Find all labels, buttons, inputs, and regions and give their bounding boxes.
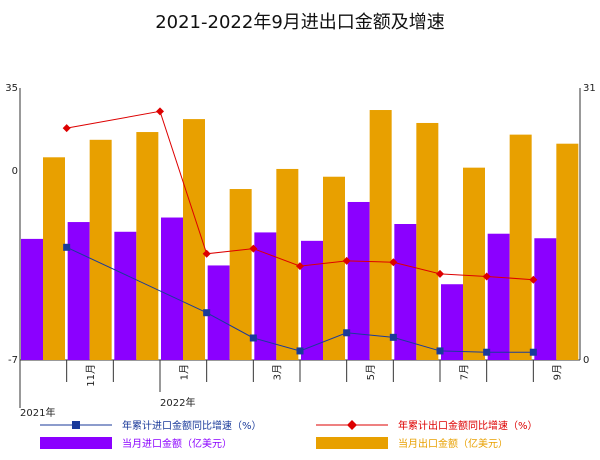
export-bar (556, 143, 579, 360)
export-bar (416, 122, 439, 360)
x-month-tick-label: 5月 (365, 364, 377, 380)
import-bar (21, 238, 43, 360)
left-tick-label: 35 (5, 83, 18, 94)
export-growth-marker (529, 275, 538, 284)
export-growth-marker (156, 107, 164, 116)
export-bar (509, 134, 532, 360)
import-growth-marker (483, 348, 491, 356)
legend-import-bar-label: 当月进口金额（亿美元） (122, 437, 232, 450)
import-growth-marker (436, 347, 444, 355)
export-growth-marker (436, 269, 444, 278)
x-month-tick-label: 1月 (178, 364, 190, 380)
import-growth-marker (63, 243, 71, 251)
x-month-tick-label: 7月 (458, 364, 470, 380)
export-growth-marker (296, 262, 304, 271)
legend-export-growth-label: 年累计出口金额同比增速（%） (398, 419, 538, 432)
export-bar (463, 167, 485, 360)
legend-import-growth-label: 年累计进口金额同比增速（%） (122, 419, 262, 432)
x-month-tick-label: 3月 (272, 364, 284, 380)
export-growth-marker (482, 272, 491, 281)
export-growth-marker (389, 258, 398, 267)
legend: 年累计进口金额同比增速（%） 年累计出口金额同比增速（%） 当月进口金额（亿美元… (40, 419, 538, 450)
import-bar (534, 238, 557, 360)
export-bar (276, 168, 299, 360)
import-bar (487, 233, 510, 360)
import-growth-marker (203, 309, 211, 317)
legend-square-marker-icon (72, 421, 80, 429)
import-bar (347, 201, 370, 360)
legend-diamond-marker-icon (347, 420, 357, 430)
export-bar (369, 110, 392, 361)
import-bar (207, 265, 230, 360)
legend-import-bar-swatch (40, 437, 112, 449)
export-bar (323, 176, 345, 360)
import-growth-marker (343, 329, 351, 337)
import-bar (394, 224, 417, 360)
right-tick-label: 0 (583, 355, 589, 366)
import-bar (441, 284, 463, 360)
chart-title: 2021-2022年9月进出口金额及增速 (155, 12, 445, 33)
export-growth-marker (62, 124, 71, 133)
export-bar (183, 119, 205, 360)
export-growth-marker (202, 249, 211, 258)
export-bar (229, 189, 252, 360)
export-bar (43, 157, 65, 360)
import-growth-marker (296, 347, 304, 355)
left-tick-label: 0 (12, 166, 18, 177)
export-growth-line (66, 110, 534, 281)
left-tick-label: -7 (8, 355, 18, 366)
import-growth-marker (249, 334, 257, 342)
legend-export-bar-swatch (316, 437, 388, 449)
right-tick-label: 31 (583, 83, 596, 94)
year-label-2022: 2022年 (160, 396, 195, 409)
import-growth-marker (529, 348, 537, 356)
export-growth-marker (249, 244, 258, 253)
export-growth-marker (342, 256, 351, 265)
import-bar (254, 232, 277, 360)
export-bar (136, 132, 159, 360)
export-bar (89, 139, 112, 360)
year-label-2021: 2021年 (20, 406, 55, 419)
x-month-tick-label: 9月 (552, 364, 564, 380)
import-bar (161, 217, 183, 360)
import-bar (301, 240, 323, 360)
import-growth-marker (389, 333, 397, 341)
legend-export-bar-label: 当月出口金额（亿美元） (398, 437, 508, 450)
x-month-tick-label: 11月 (85, 364, 97, 387)
import-bar (114, 231, 137, 360)
import-bar (67, 222, 90, 360)
